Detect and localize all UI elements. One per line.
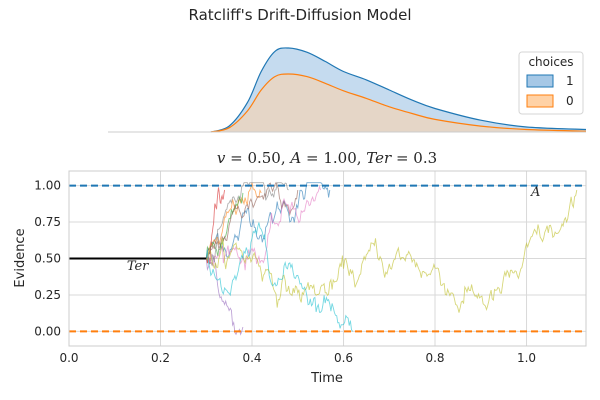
legend-title: choices (528, 55, 573, 69)
ddm-panel: A Ter 0.0 0.2 0.4 0.6 0.8 1.0 0.00 0.25 0.50 0.75… (13, 149, 587, 386)
x-axis-label: Time (310, 371, 343, 386)
title-a-value: 1.00 (323, 149, 356, 167)
legend-label-1: 1 (566, 74, 574, 88)
density-area-0 (210, 73, 587, 132)
y-tick-labels: 0.00 0.25 0.50 0.75 1.00 (34, 179, 61, 339)
legend-swatch-1 (526, 74, 554, 88)
thresholds: A Ter (69, 184, 586, 333)
chart-title: v = 0.50, A = 1.00, Ter = 0.3 (217, 149, 437, 167)
x-tick-label: 1.0 (517, 351, 536, 365)
title-v-symbol: v (217, 149, 226, 167)
title-ter-value: 0.3 (413, 149, 437, 167)
title-a-symbol: A (288, 149, 301, 167)
x-tick-label: 0.8 (425, 351, 444, 365)
evidence-path (205, 189, 578, 313)
x-tick-label: 0.4 (242, 351, 261, 365)
legend: choices 10 (518, 51, 584, 115)
y-tick-label: 1.00 (34, 179, 61, 193)
evidence-path (205, 253, 244, 336)
title-ter-symbol: Ter (366, 149, 392, 167)
threshold-label: A (530, 185, 540, 200)
evidence-paths (205, 181, 578, 336)
y-tick-label: 0.00 (34, 324, 61, 338)
figure-suptitle: Ratcliff's Drift-Diffusion Model (188, 6, 411, 24)
evidence-path (206, 182, 331, 260)
x-tick-label: 0.2 (151, 351, 170, 365)
y-tick-label: 0.50 (34, 252, 61, 266)
plot-frame (68, 170, 587, 347)
density-line-1 (210, 47, 587, 133)
density-line-0 (210, 73, 587, 133)
x-tick-label: 0.6 (334, 351, 353, 365)
legend-swatch-0 (526, 94, 554, 108)
density-curves (210, 47, 587, 133)
evidence-path (206, 185, 322, 271)
evidence-path (205, 182, 289, 267)
x-tick-labels: 0.0 0.2 0.4 0.6 0.8 1.0 (59, 351, 536, 365)
title-v-value: 0.50 (247, 149, 280, 167)
y-tick-label: 0.25 (34, 288, 61, 302)
non-decision-label: Ter (127, 259, 149, 274)
y-tick-label: 0.75 (34, 215, 61, 229)
legend-label-0: 0 (566, 94, 574, 108)
density-panel: choices 10 (108, 47, 587, 133)
y-axis-label: Evidence (13, 228, 28, 287)
x-tick-label: 0.0 (59, 351, 78, 365)
evidence-path (205, 222, 354, 332)
legend-entries: 10 (526, 74, 574, 108)
